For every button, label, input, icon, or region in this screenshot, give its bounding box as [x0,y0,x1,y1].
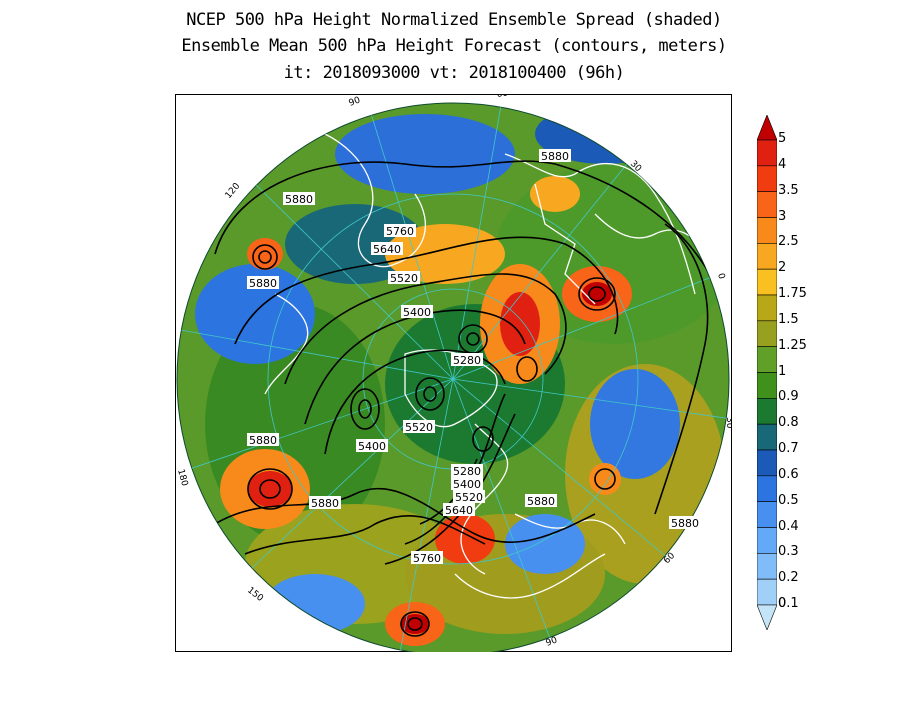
lon-label: 90 [348,95,362,108]
contour-label: 5880 [539,149,571,163]
contour-label-text: 5520 [390,272,418,285]
contour-label: 5400 [401,305,433,319]
legend-label: 0.2 [778,570,799,586]
legend-label: 3 [778,208,787,224]
legend-swatch [757,115,777,141]
legend-swatch [757,398,777,425]
legend-label: 0.9 [778,389,799,405]
contour-label-text: 5520 [405,421,433,434]
lon-label: 30 [724,417,732,429]
contour-labels: 5880 5760 5640 5520 5400 5280 5880 5880 … [247,149,701,565]
lon-label: 0 [715,272,726,280]
legend-swatch [757,191,777,218]
contour-label: 5400 [356,439,388,453]
legend-swatch [757,475,777,502]
legend-label: 0.7 [778,441,799,456]
contour-label: 5400 [451,477,483,491]
contour-label: 5880 [525,494,557,508]
legend-swatch [757,243,777,270]
legend-label: 2 [778,260,787,276]
contour-label: 5760 [384,224,416,238]
legend-swatch [757,268,777,296]
contour-label: 5280 [451,353,483,367]
polar-stereographic-map: 5880 5760 5640 5520 5400 5280 5880 5880 … [175,94,732,652]
contour-label-text: 5400 [453,478,481,491]
legend-label: 3.5 [778,182,799,198]
legend-label: 2.5 [778,234,799,250]
contour-label: 5640 [443,503,475,517]
contour-label: 5520 [453,490,485,504]
legend-swatch [757,217,777,244]
contour-label-text: 5280 [453,465,481,478]
legend-label: 4 [778,156,787,172]
lon-label: 180 [175,468,189,487]
contour-label: 5880 [669,516,701,530]
legend-swatch [757,553,777,580]
contour-label: 5880 [309,496,341,510]
legend-swatch [757,346,777,373]
legend-swatch [757,372,777,399]
contour-label-text: 5640 [445,504,473,517]
legend-swatch [757,449,777,477]
lon-label: 120 [224,181,243,201]
legend-swatch [757,320,777,347]
legend-swatch [757,501,777,528]
contour-label-text: 5880 [671,517,699,530]
legend-label: 1.75 [778,286,807,301]
contour-label: 5640 [371,242,403,256]
legend-label: 1.5 [778,311,799,327]
lon-label: 90 [545,635,559,648]
contour-label-text: 5400 [358,440,386,453]
contour-label-text: 5880 [249,277,277,290]
contour-label-text: 5880 [541,150,569,163]
contour-label-text: 5400 [403,306,431,319]
contour-label: 5880 [283,192,315,206]
title-line-2: Ensemble Mean 500 hPa Height Forecast (c… [181,36,727,56]
title-line-1: NCEP 500 hPa Height Normalized Ensemble … [186,10,722,30]
contour-label-text: 5880 [527,495,555,508]
lat-lon-grid [177,103,729,652]
contour-label-text: 5880 [249,434,277,447]
legend-swatch [757,294,777,322]
legend-swatch [757,165,777,192]
legend-label: 0.1 [778,596,799,611]
contour-label-text: 5640 [373,243,401,256]
lon-label: 60 [496,94,509,100]
contour-label: 5880 [247,433,279,447]
legend-label: 0.4 [778,518,799,534]
contour-label-text: 5880 [311,497,339,510]
legend-label: 5 [778,131,787,146]
legend-label: 0.3 [778,544,799,560]
legend-label: 0.5 [778,492,799,508]
legend-label: 1.25 [778,337,807,353]
lon-label: 150 [245,585,265,604]
color-legend-bar [757,115,777,630]
contour-label-text: 5760 [386,225,414,238]
legend-swatch [757,139,777,167]
contour-label-text: 5880 [285,193,313,206]
legend-label: 1 [778,363,787,379]
legend-label: 0 [778,596,787,611]
legend-swatch [757,578,777,606]
contour-label: 5880 [247,276,279,290]
legend-swatch [757,527,777,554]
contour-label-text: 5760 [413,552,441,565]
contour-label: 5520 [403,420,435,434]
contour-label: 5280 [451,464,483,478]
legend-label: 0.8 [778,415,799,431]
legend-label: 0.6 [778,466,799,482]
contour-label: 5520 [388,271,420,285]
contour-label: 5760 [411,551,443,565]
contour-label-text: 5280 [453,354,481,367]
contour-label-text: 5520 [455,491,483,504]
title-line-3: it: 2018093000 vt: 2018100400 (96h) [283,63,625,83]
legend-swatch [757,423,777,451]
legend-swatch [757,604,777,630]
